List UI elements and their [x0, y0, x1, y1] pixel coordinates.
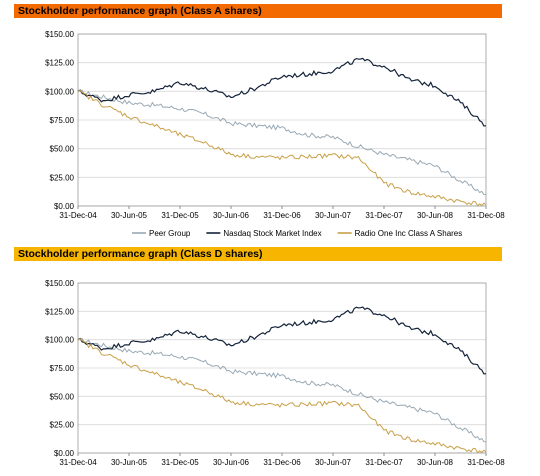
chart-d-y-tick-label: $50.00 — [50, 392, 75, 401]
chart-d-title: Stockholder performance graph (Class D s… — [14, 247, 502, 261]
chart-a-x-tick-label: 30-Jun-06 — [213, 211, 250, 220]
chart-d-x-tick-label: 30-Jun-05 — [111, 458, 148, 467]
chart-a-x-tick-label: 31-Dec-06 — [263, 211, 301, 220]
chart-a-legend-label: Nasdaq Stock Market Index — [223, 229, 321, 238]
chart-a-title: Stockholder performance graph (Class A s… — [14, 4, 502, 18]
chart-a-x-tick-label: 31-Dec-07 — [365, 211, 403, 220]
chart-d-y-tick-label: $150.00 — [45, 279, 74, 288]
chart-d-series-line-0 — [77, 337, 487, 443]
chart-d-y-tick-label: $125.00 — [45, 307, 74, 316]
chart-d: $0.00 $25.00 $50.00 $75.00 $100.00 $125.00 $15… — [45, 279, 505, 467]
chart-a-x-tick-label: 31-Dec-05 — [161, 211, 199, 220]
chart-a-y-tick-label: $150.00 — [45, 30, 74, 39]
chart-d-y-tick-label: $0.00 — [54, 449, 75, 458]
chart-a-x-tick-label: 31-Dec-08 — [467, 211, 505, 220]
chart-a-x-tick-label: 30-Jun-05 — [111, 211, 148, 220]
chart-d-x-tick-label: 31-Dec-08 — [467, 458, 505, 467]
chart-d-x-tick-label: 30-Jun-06 — [213, 458, 250, 467]
chart-a-plot: $0.00 $25.00 $50.00 $75.00 $100.00 $125.00 $15… — [45, 30, 505, 220]
chart-d-series-line-2 — [77, 338, 487, 454]
chart-d-y-tick-label: $100.00 — [45, 336, 74, 345]
chart-a-series-line-0 — [77, 89, 486, 195]
chart-d-x-tick-label: 31-Dec-05 — [161, 458, 199, 467]
chart-a-y-tick-label: $25.00 — [50, 173, 75, 182]
chart-a-y-tick-label: $100.00 — [45, 87, 74, 96]
chart-d-y-tick-label: $25.00 — [50, 421, 75, 430]
chart-a-y-tick-label: $125.00 — [45, 59, 74, 68]
chart-d-x-tick-label: 30-Jun-08 — [417, 458, 454, 467]
chart-d-x-tick-label: 31-Dec-06 — [263, 458, 301, 467]
chart-a-x-tick-label: 30-Jun-07 — [315, 211, 352, 220]
chart-d-x-tick-label: 31-Dec-04 — [59, 458, 97, 467]
chart-a-y-tick-label: $75.00 — [50, 116, 75, 125]
chart-d-plot: $0.00 $25.00 $50.00 $75.00 $100.00 $125.00 $15… — [45, 279, 505, 467]
chart-a-x-tick-label: 30-Jun-08 — [417, 211, 454, 220]
chart-a-series-line-2 — [77, 89, 487, 207]
chart-d-y-tick-label: $75.00 — [50, 364, 75, 373]
chart-d-x-tick-label: 30-Jun-07 — [315, 458, 352, 467]
chart-a: $0.00 $25.00 $50.00 $75.00 $100.00 $125.00 $15… — [45, 30, 505, 238]
chart-a-x-tick-label: 31-Dec-04 — [59, 211, 97, 220]
chart-a-legend-label: Peer Group — [149, 229, 191, 238]
chart-d-x-tick-label: 31-Dec-07 — [365, 458, 403, 467]
chart-a-legend-label: Radio One Inc Class A Shares — [355, 229, 463, 238]
chart-a-y-tick-label: $50.00 — [50, 145, 75, 154]
chart-d-series-line-1 — [77, 306, 487, 375]
chart-a-series-line-1 — [77, 57, 487, 127]
chart-a-y-tick-label: $0.00 — [54, 202, 75, 211]
